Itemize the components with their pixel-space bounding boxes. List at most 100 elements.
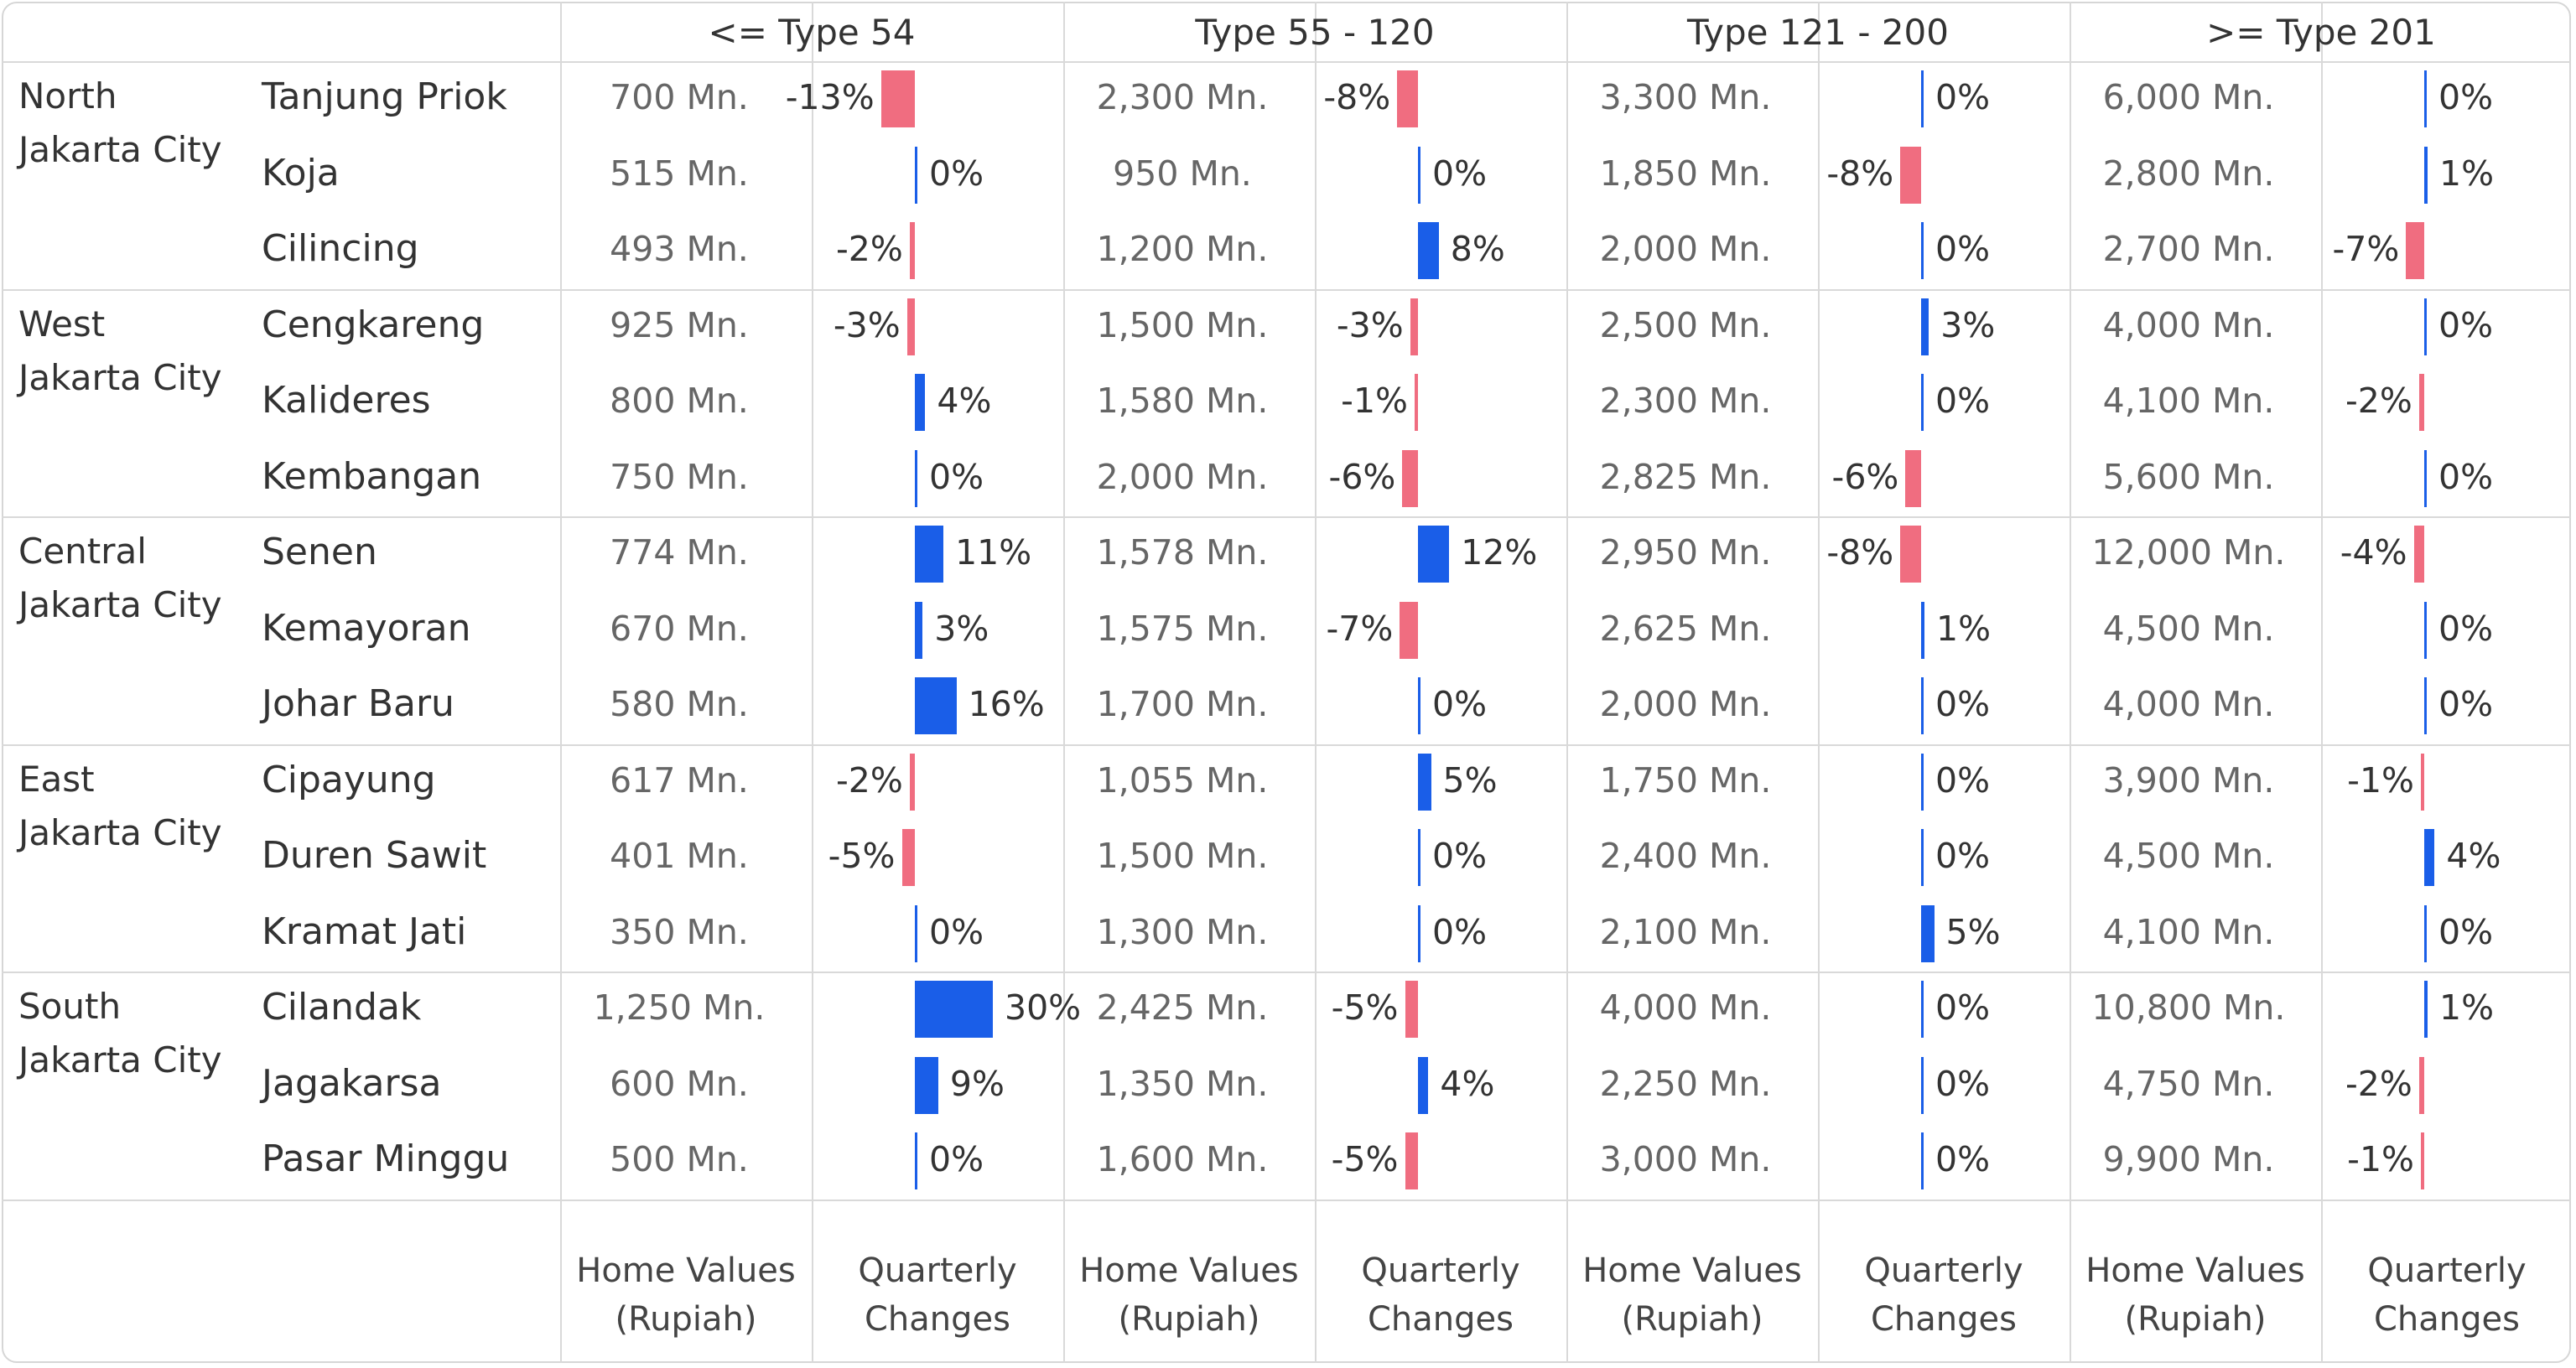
home-value-cell: 5,600 Mn. — [2102, 456, 2275, 497]
change-label: 4% — [937, 381, 992, 422]
home-value-cell: 1,850 Mn. — [1599, 153, 1772, 194]
change-label: 0% — [2438, 608, 2494, 649]
change-bar — [1418, 526, 1450, 583]
region-label: Central Jakarta City — [18, 531, 222, 625]
region-label: South Jakarta City — [18, 986, 222, 1080]
home-value-cell: 1,300 Mn. — [1096, 911, 1269, 952]
grid-line-vertical — [560, 2, 562, 1363]
change-label: 0% — [2438, 456, 2494, 497]
home-value-cell: 4,000 Mn. — [2102, 684, 2275, 725]
change-bar — [2424, 829, 2435, 887]
change-label: 0% — [1432, 153, 1488, 194]
change-bar — [915, 526, 944, 583]
measure-label-quarterly-changes: Quarterly Changes — [2367, 1251, 2527, 1339]
change-label: -8% — [1826, 153, 1894, 194]
change-label: -5% — [1331, 987, 1399, 1029]
grid-line-vertical — [1315, 2, 1317, 1363]
change-label: -2% — [2345, 1063, 2412, 1104]
change-label: 4% — [1440, 1063, 1495, 1104]
home-value-cell: 350 Mn. — [610, 911, 749, 952]
change-bar — [1905, 449, 1921, 507]
change-bar — [2424, 298, 2427, 355]
home-value-cell: 1,200 Mn. — [1096, 229, 1269, 270]
district-label: Tanjung Priok — [262, 75, 507, 119]
change-label: 0% — [1935, 1063, 1991, 1104]
grid-line-horizontal — [2, 744, 2571, 746]
grid-line-vertical — [1818, 2, 1820, 1363]
change-label: -6% — [1328, 456, 1396, 497]
change-bar — [1405, 981, 1418, 1039]
district-label: Duren Sawit — [262, 834, 487, 878]
change-bar — [1900, 526, 1921, 583]
grid-line-vertical — [812, 2, 813, 1363]
home-value-cell: 6,000 Mn. — [2102, 77, 2275, 118]
home-value-cell: 774 Mn. — [610, 532, 749, 573]
home-value-cell: 2,000 Mn. — [1599, 229, 1772, 270]
change-bar — [1410, 298, 1418, 355]
change-bar — [1921, 981, 1924, 1039]
change-bar — [1921, 1056, 1924, 1114]
change-label: -8% — [1323, 77, 1391, 118]
change-label: 0% — [1935, 684, 1991, 725]
change-bar — [1921, 374, 1924, 432]
change-bar — [1921, 753, 1924, 811]
change-bar — [915, 1132, 917, 1190]
column-group-header: >= Type 201 — [2206, 12, 2436, 53]
region-label: East Jakarta City — [18, 758, 222, 853]
change-bar — [1418, 146, 1420, 204]
change-bar — [1921, 829, 1924, 887]
home-value-cell: 2,825 Mn. — [1599, 456, 1772, 497]
change-label: 0% — [929, 153, 984, 194]
change-bar — [1921, 1132, 1924, 1190]
change-bar — [2418, 374, 2424, 432]
home-value-cell: 1,600 Mn. — [1096, 1139, 1269, 1180]
change-label: 4% — [2446, 836, 2501, 877]
change-bar — [1397, 70, 1418, 128]
change-label: 0% — [1432, 684, 1488, 725]
change-bar — [2424, 449, 2427, 507]
change-label: -7% — [2332, 229, 2400, 270]
change-label: -2% — [835, 229, 903, 270]
measure-label-quarterly-changes: Quarterly Changes — [1361, 1251, 1520, 1339]
change-bar — [1400, 601, 1418, 659]
change-label: 8% — [1450, 229, 1505, 270]
home-value-cell: 1,578 Mn. — [1096, 532, 1269, 573]
change-bar — [2413, 526, 2424, 583]
home-value-cell: 2,000 Mn. — [1599, 684, 1772, 725]
change-bar — [915, 677, 957, 735]
home-value-cell: 950 Mn. — [1113, 153, 1252, 194]
change-bar — [1418, 677, 1420, 735]
change-bar — [906, 298, 915, 355]
change-bar — [915, 449, 917, 507]
change-bar — [2424, 70, 2427, 128]
change-label: -1% — [2347, 1139, 2414, 1180]
change-bar — [1921, 298, 1929, 355]
measure-label-quarterly-changes: Quarterly Changes — [1864, 1251, 2023, 1339]
change-bar — [1402, 449, 1418, 507]
change-label: 0% — [1935, 1139, 1991, 1180]
home-value-cell: 3,300 Mn. — [1599, 77, 1772, 118]
home-value-cell: 401 Mn. — [610, 836, 749, 877]
home-value-cell: 1,750 Mn. — [1599, 759, 1772, 801]
home-value-cell: 4,100 Mn. — [2102, 381, 2275, 422]
change-label: 16% — [968, 684, 1045, 725]
grid-line-horizontal — [2, 516, 2571, 518]
change-bar — [2406, 222, 2424, 280]
home-value-cell: 1,500 Mn. — [1096, 836, 1269, 877]
district-label: Johar Baru — [262, 682, 454, 726]
change-bar — [2421, 753, 2424, 811]
district-label: Cipayung — [262, 758, 436, 801]
district-label: Senen — [262, 531, 377, 574]
home-value-cell: 1,575 Mn. — [1096, 608, 1269, 649]
home-value-cell: 12,000 Mn. — [2091, 532, 2286, 573]
change-bar — [2424, 904, 2427, 962]
home-value-cell: 2,425 Mn. — [1096, 987, 1269, 1029]
change-bar — [1418, 829, 1420, 887]
change-label: 1% — [2439, 987, 2495, 1029]
home-value-cell: 2,500 Mn. — [1599, 304, 1772, 345]
grid-line-vertical — [2070, 2, 2071, 1363]
home-value-cell: 2,000 Mn. — [1096, 456, 1269, 497]
home-value-cell: 2,400 Mn. — [1599, 836, 1772, 877]
change-bar — [915, 981, 993, 1039]
home-value-cell: 2,300 Mn. — [1599, 381, 1772, 422]
